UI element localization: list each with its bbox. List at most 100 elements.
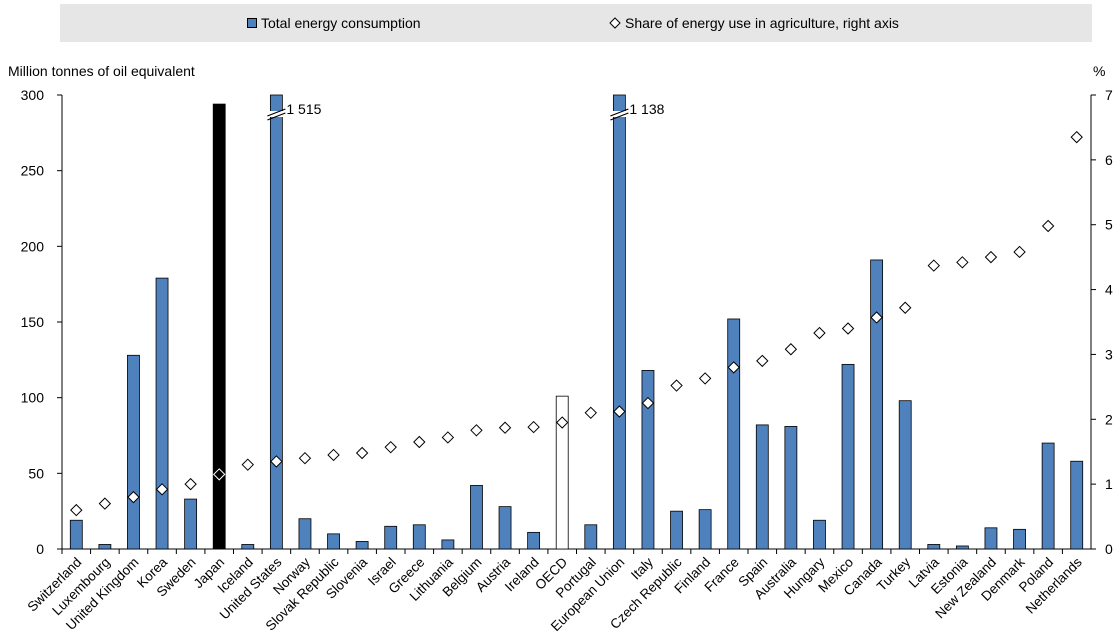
- marker-turkey: [899, 301, 912, 314]
- left-tick-label: 250: [21, 163, 45, 179]
- bar-slovak-republic: [327, 533, 340, 550]
- bar-hungary: [813, 519, 826, 550]
- bar-finland: [698, 509, 712, 550]
- marker-austria: [498, 421, 512, 434]
- axis-break-gap: [268, 111, 285, 117]
- bar-poland: [1041, 442, 1055, 550]
- marker-united-kingdom: [127, 490, 140, 504]
- legend-bar-label: Total energy consumption: [261, 15, 421, 31]
- marker-latvia: [927, 259, 940, 272]
- marker-slovenia: [355, 446, 369, 460]
- marker-luxembourg: [98, 497, 112, 510]
- bar-japan: [212, 103, 226, 550]
- bar-canada: [870, 259, 884, 550]
- bar-iceland: [241, 544, 255, 550]
- bar-oecd: [555, 395, 569, 550]
- right-tick-label: 0: [1105, 541, 1113, 557]
- marker-sweden: [184, 477, 197, 491]
- bar-italy: [641, 370, 655, 550]
- marker-spain: [756, 354, 769, 368]
- bar-latvia: [927, 544, 941, 550]
- marker-oecd: [556, 416, 569, 429]
- marker-portugal: [584, 406, 597, 420]
- bar-norway: [298, 518, 312, 550]
- bar-korea: [155, 277, 169, 550]
- bar-netherlands: [1070, 460, 1084, 550]
- break-label: 1 515: [286, 101, 321, 117]
- right-tick-label: 1: [1105, 476, 1113, 492]
- bar-australia: [784, 426, 798, 550]
- bar-belgium: [470, 485, 483, 550]
- marker-european-union: [613, 405, 626, 418]
- right-tick-label: 2: [1105, 411, 1113, 427]
- left-tick-label: 150: [21, 314, 45, 330]
- marker-israel: [384, 440, 397, 454]
- marker-hungary: [813, 326, 826, 340]
- bar-spain: [755, 424, 769, 550]
- bar-turkey: [898, 400, 912, 550]
- marker-new-zealand: [984, 250, 998, 264]
- marker-switzerland: [70, 503, 83, 517]
- marker-poland: [1041, 219, 1055, 233]
- right-tick-label: 5: [1105, 217, 1113, 233]
- marker-slovak-republic: [327, 448, 340, 462]
- marker-norway: [298, 451, 312, 465]
- marker-denmark: [1013, 245, 1026, 259]
- bar-european-union: [612, 94, 626, 550]
- bar-portugal: [584, 524, 598, 550]
- marker-canada: [870, 311, 883, 324]
- bar-mexico: [841, 363, 855, 550]
- marker-france: [727, 361, 740, 374]
- marker-iceland: [241, 458, 254, 471]
- right-tick-label: 4: [1105, 282, 1113, 298]
- bar-ireland: [527, 531, 541, 550]
- axis-break-mark: [267, 112, 286, 121]
- legend-bar-swatch-icon: [247, 18, 257, 28]
- left-axis-title: Million tonnes of oil equivalent: [8, 63, 195, 79]
- marker-united-states: [270, 455, 283, 468]
- marker-korea: [155, 483, 169, 496]
- right-tick-label: 7: [1105, 87, 1113, 103]
- axis-break-mark: [610, 112, 629, 121]
- bar-israel: [384, 525, 398, 550]
- bar-czech-republic: [670, 510, 683, 550]
- left-tick-label: 200: [21, 238, 45, 254]
- right-tick-label: 6: [1105, 152, 1113, 168]
- bar-switzerland: [69, 519, 83, 550]
- marker-italy: [641, 396, 655, 410]
- legend: Total energy consumption Share of energy…: [60, 4, 1092, 42]
- axis-break-gap: [611, 111, 628, 117]
- marker-czech-republic: [670, 379, 683, 392]
- right-axis-title: %: [1093, 63, 1106, 79]
- bar-austria: [498, 506, 512, 550]
- bar-united-kingdom: [127, 354, 140, 550]
- bar-united-states: [269, 94, 283, 550]
- marker-australia: [784, 343, 798, 356]
- axis-break-mark: [267, 108, 286, 117]
- bar-slovenia: [355, 541, 369, 550]
- left-tick-label: 0: [36, 541, 44, 557]
- bar-denmark: [1013, 528, 1026, 550]
- marker-finland: [698, 372, 712, 385]
- marker-netherlands: [1070, 130, 1083, 144]
- legend-diamond-icon: [609, 17, 621, 29]
- marker-japan: [213, 468, 226, 481]
- bar-luxembourg: [98, 544, 112, 550]
- marker-belgium: [470, 424, 483, 437]
- axis-break-mark: [610, 108, 629, 117]
- left-tick-label: 100: [21, 390, 45, 406]
- legend-marker-label: Share of energy use in agriculture, righ…: [625, 15, 899, 31]
- left-tick-label: 300: [21, 87, 45, 103]
- marker-mexico: [841, 322, 855, 335]
- bar-greece: [412, 524, 426, 550]
- bar-estonia: [955, 545, 969, 550]
- bar-sweden: [184, 498, 198, 550]
- break-label: 1 138: [629, 101, 664, 117]
- legend-item-markers: Share of energy use in agriculture, righ…: [609, 4, 899, 42]
- right-tick-label: 3: [1105, 346, 1113, 362]
- marker-lithuania: [441, 431, 455, 444]
- legend-item-bars: Total energy consumption: [247, 4, 421, 42]
- left-tick-label: 50: [28, 465, 44, 481]
- bar-lithuania: [441, 539, 455, 550]
